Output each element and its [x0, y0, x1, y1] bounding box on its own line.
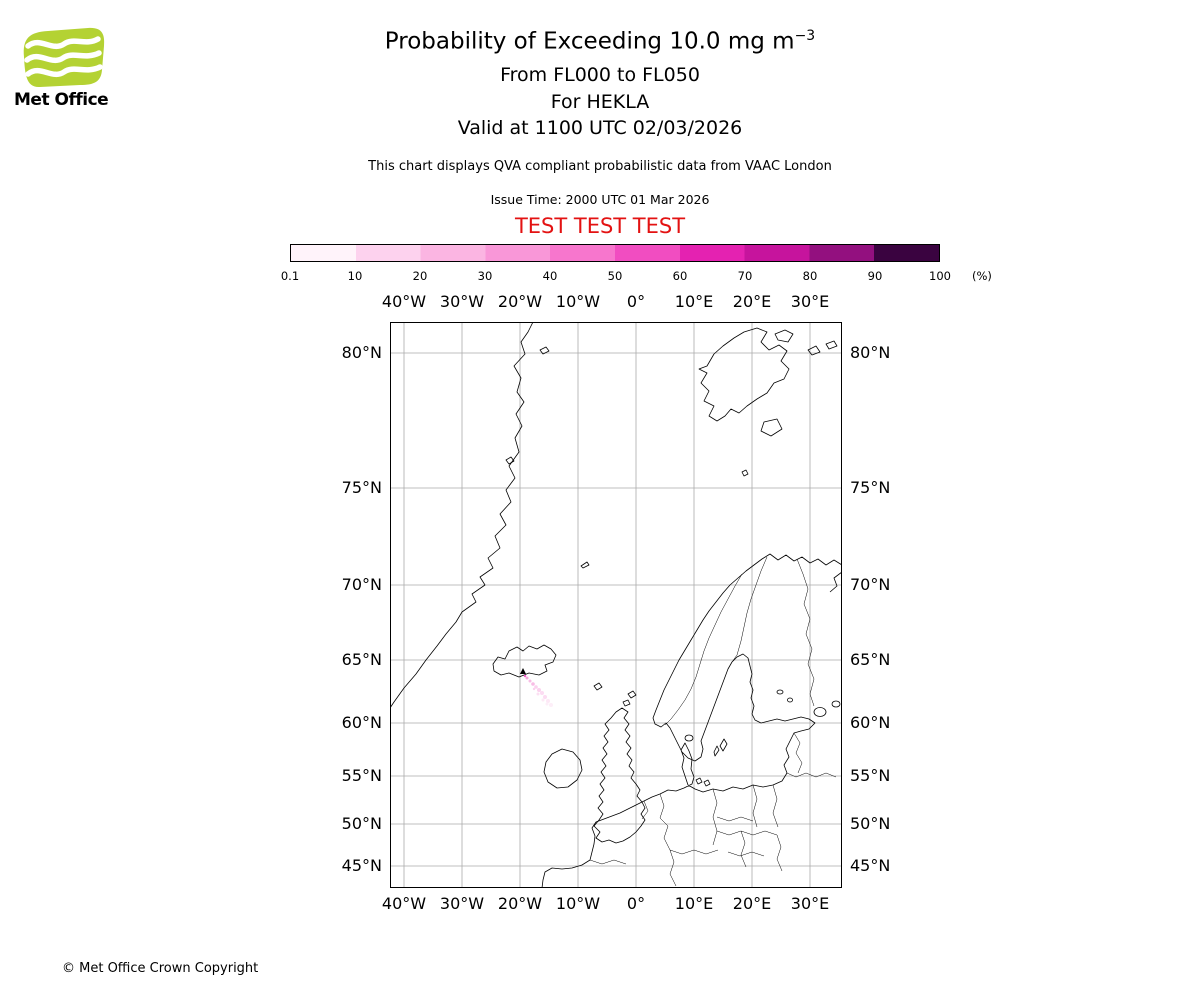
lat-label-right: 60°N — [850, 713, 891, 732]
lat-label-right: 65°N — [850, 650, 891, 669]
lon-label-bottom: 0° — [626, 894, 646, 913]
title-superscript: −3 — [794, 28, 816, 44]
logo-waves-icon — [23, 27, 105, 88]
page-title: Probability of Exceeding 10.0 mg m−3 — [0, 28, 1200, 55]
lat-label-left: 80°N — [341, 343, 382, 362]
lat-label-right: 55°N — [850, 766, 891, 785]
colorbar-tick: 10 — [347, 269, 363, 283]
ash-plume — [523, 674, 553, 707]
subtitle-volcano: For HEKLA — [550, 91, 650, 113]
lon-label-bottom: 20°W — [497, 894, 543, 913]
lon-label-top: 30°E — [790, 292, 830, 311]
lat-label-left: 65°N — [341, 650, 382, 669]
colorbar-tick: 70 — [737, 269, 753, 283]
lat-label-left: 50°N — [341, 814, 382, 833]
colorbar-tick: 60 — [672, 269, 688, 283]
lon-label-bottom: 20°E — [732, 894, 772, 913]
lat-label-right: 45°N — [850, 856, 891, 875]
lon-label-bottom: 30°W — [439, 894, 485, 913]
lon-label-bottom: 30°E — [790, 894, 830, 913]
chart-description: This chart displays QVA compliant probab… — [368, 159, 832, 174]
lon-label-bottom: 10°E — [674, 894, 714, 913]
map-graticule — [390, 322, 842, 888]
lat-label-left: 70°N — [341, 575, 382, 594]
lat-label-left: 45°N — [341, 856, 382, 875]
colorbar-tick: 80 — [802, 269, 818, 283]
colorbar-tick: 20 — [412, 269, 428, 283]
lon-label-top: 10°E — [674, 292, 714, 311]
lon-label-top: 40°W — [381, 292, 427, 311]
map-chart — [390, 322, 842, 888]
lat-label-right: 50°N — [850, 814, 891, 833]
subtitle-flight-levels: From FL000 to FL050 — [500, 64, 700, 86]
colorbar-tick: 90 — [867, 269, 883, 283]
copyright-text: © Met Office Crown Copyright — [62, 961, 259, 976]
issue-time: Issue Time: 2000 UTC 01 Mar 2026 — [490, 192, 710, 207]
colorbar-unit-label: (%) — [972, 269, 992, 283]
lat-label-left: 55°N — [341, 766, 382, 785]
coastlines — [390, 322, 842, 888]
lat-label-right: 75°N — [850, 478, 891, 497]
colorbar-tick: 0.1 — [280, 269, 300, 283]
lat-label-right: 80°N — [850, 343, 891, 362]
colorbar-tick: 100 — [929, 269, 951, 283]
colorbar-tick: 40 — [542, 269, 558, 283]
lon-label-bottom: 40°W — [381, 894, 427, 913]
logo-text: Met Office — [14, 90, 109, 110]
lon-label-top: 20°E — [732, 292, 772, 311]
volcano-marker — [520, 668, 526, 674]
colorbar: 0.1 10 20 30 40 50 60 70 80 90 100 (%) — [281, 244, 992, 304]
map-frame — [390, 322, 842, 888]
lon-label-top: 10°W — [555, 292, 601, 311]
subtitle-valid-time: Valid at 1100 UTC 02/03/2026 — [457, 117, 743, 139]
page-title-main: Probability of Exceeding 10.0 mg m — [384, 28, 795, 55]
test-banner: TEST TEST TEST — [514, 214, 686, 238]
lat-label-left: 60°N — [341, 713, 382, 732]
country-borders — [589, 556, 837, 887]
colorbar-tick: 50 — [607, 269, 623, 283]
lon-label-top: 30°W — [439, 292, 485, 311]
lon-label-top: 0° — [626, 292, 646, 311]
lat-label-right: 70°N — [850, 575, 891, 594]
lat-label-left: 75°N — [341, 478, 382, 497]
colorbar-gradient — [290, 244, 940, 262]
lon-label-top: 20°W — [497, 292, 543, 311]
colorbar-tick: 30 — [477, 269, 493, 283]
met-office-logo: Met Office — [14, 26, 114, 110]
lon-label-bottom: 10°W — [555, 894, 601, 913]
